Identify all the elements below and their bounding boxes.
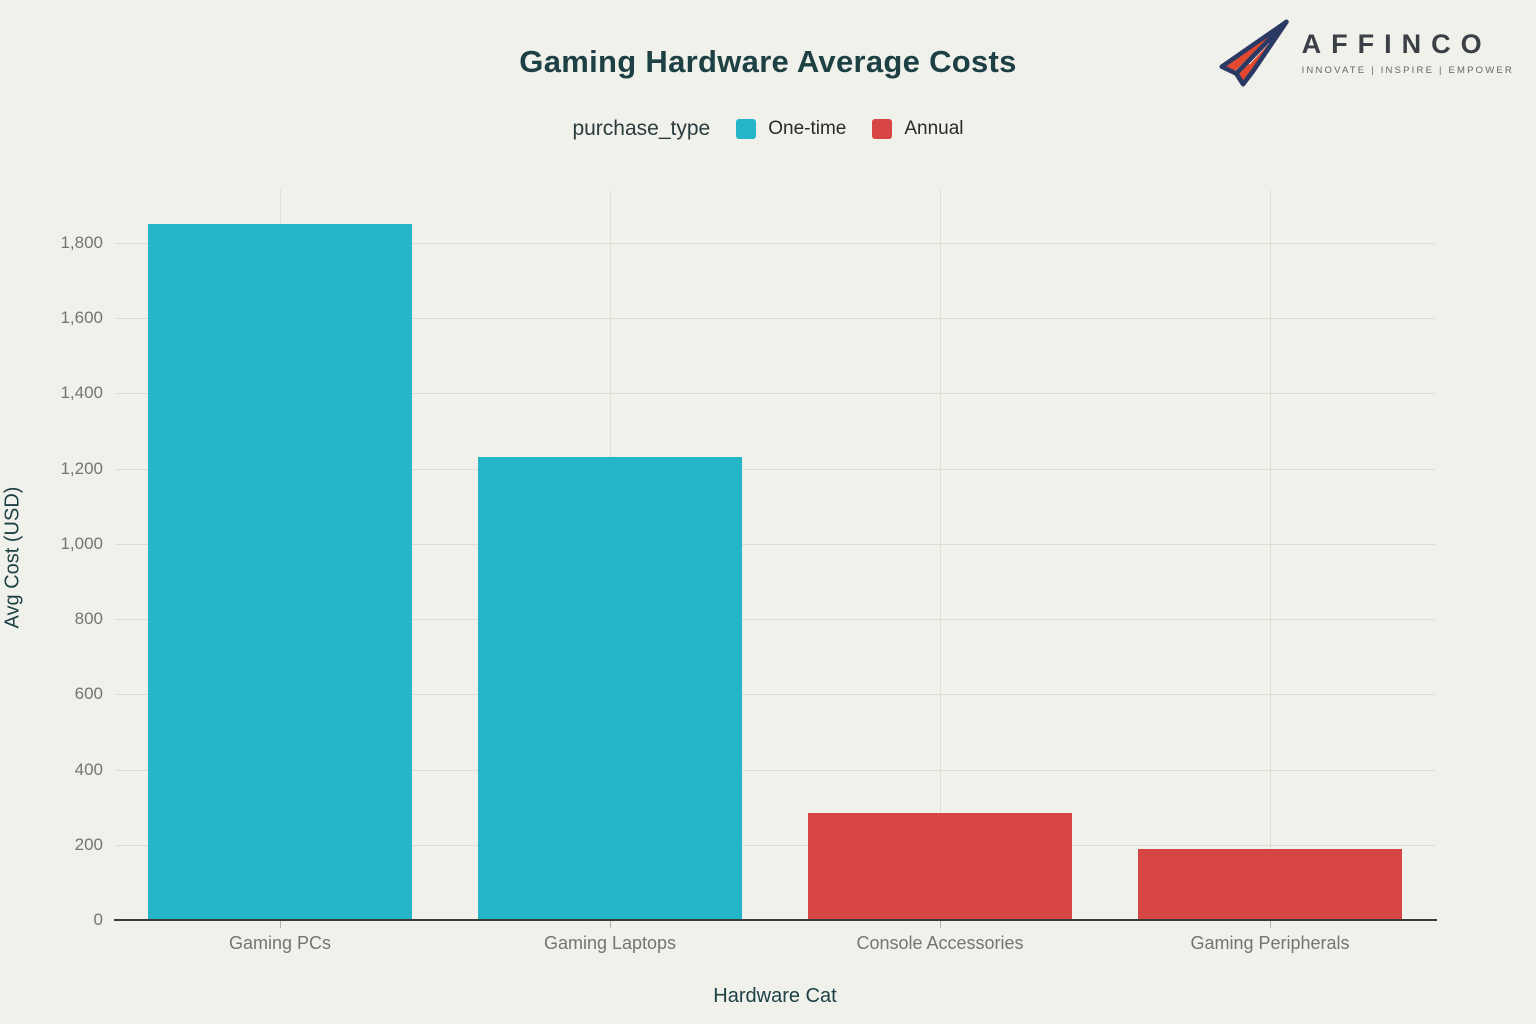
y-tick-label-1600: 1,600: [60, 307, 103, 327]
gridline-y-600: [115, 694, 1435, 696]
x-tick-label-gaming-pcs: Gaming PCs: [228, 933, 332, 953]
x-tick-label-gaming-laptops: Gaming Laptops: [543, 933, 677, 953]
legend-item-one-time[interactable]: One-time: [736, 118, 846, 140]
bar-gaming-pcs[interactable]: [148, 223, 412, 920]
gridline-y-800: [115, 619, 1435, 620]
x-tick-label-gaming-peripherals: Gaming Peripherals: [1190, 933, 1350, 953]
legend-item-annual[interactable]: Annual: [872, 118, 964, 140]
legend-label-one-time: One-time: [768, 118, 847, 139]
logo-text: AFFINCO INNOVATE | INSPIRE | EMPOWER: [1301, 28, 1514, 77]
logo-brand: AFFINCO: [1301, 28, 1492, 59]
y-tick-label-1000: 1,000: [60, 533, 103, 553]
y-tick-label-0: 0: [93, 910, 103, 929]
chart-legend: purchase_type One-time Annual: [0, 117, 1536, 141]
y-tick-label-1200: 1,200: [60, 458, 103, 478]
x-tick-label-console-accessories: Console Accessories: [856, 933, 1024, 953]
legend-label-annual: Annual: [904, 118, 964, 139]
logo-tagline: INNOVATE | INSPIRE | EMPOWER: [1301, 65, 1514, 77]
bar-console-accessories[interactable]: [808, 812, 1072, 920]
paper-plane-icon: [1219, 19, 1289, 87]
gridline-y-1400: [115, 393, 1435, 395]
bar-gaming-laptops[interactable]: [478, 457, 742, 920]
gridline-y-1600: [115, 317, 1435, 319]
x-tick-mark-gaming-laptops: [610, 921, 611, 928]
legend-title: purchase_type: [572, 117, 711, 140]
gridline-y-1800: [115, 242, 1435, 244]
affinco-logo: AFFINCO INNOVATE | INSPIRE | EMPOWER: [1218, 18, 1514, 88]
gridline-y-200: [115, 844, 1435, 846]
y-tick-label-800: 800: [74, 609, 103, 628]
gridline-y-1000: [115, 543, 1435, 545]
gridline-x-console-accessories: [940, 190, 941, 920]
y-tick-labels: 0 200 400 600 800 1,000 1,200 1,400 1,600 1,800: [0, 190, 103, 929]
y-tick-label-600: 600: [74, 684, 103, 704]
x-tick-mark-gaming-peripherals: [1270, 921, 1271, 928]
x-tick-mark-console-accessories: [940, 921, 941, 928]
y-tick-label-1800: 1,800: [60, 232, 103, 252]
plot-area: [115, 190, 1435, 920]
gridline-y-400: [115, 769, 1435, 771]
x-tick-marks: [115, 921, 1435, 929]
y-tick-label-400: 400: [74, 759, 103, 779]
y-tick-label-200: 200: [74, 834, 103, 854]
x-tick-labels: Gaming PCs Gaming Laptops Console Accessor…: [115, 933, 1435, 959]
gridline-y-1200: [115, 468, 1435, 470]
legend-swatch-one-time-icon: [736, 119, 757, 139]
x-axis-title: Hardware Cat: [713, 985, 837, 1007]
bar-gaming-peripherals[interactable]: [1138, 848, 1402, 920]
legend-swatch-annual-icon: [872, 119, 893, 139]
x-tick-mark-gaming-pcs: [280, 921, 281, 928]
gridline-x-gaming-peripherals: [1270, 190, 1271, 920]
y-tick-label-1400: 1,400: [60, 383, 103, 403]
x-axis-line: [114, 919, 1437, 921]
chart-title: Gaming Hardware Average Costs: [519, 44, 1017, 79]
